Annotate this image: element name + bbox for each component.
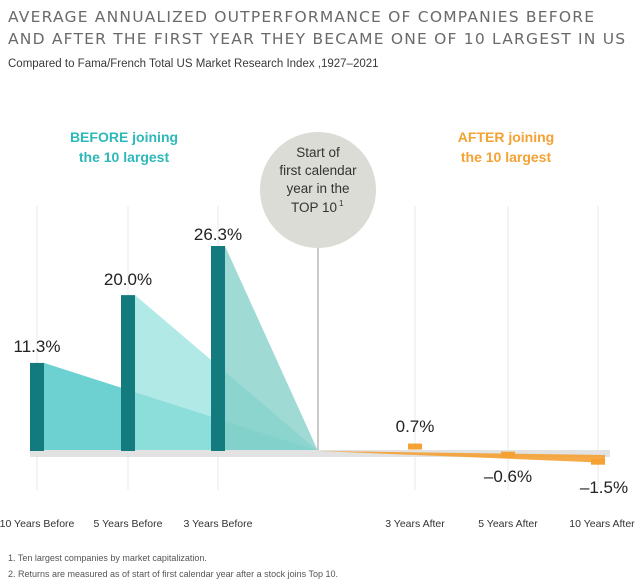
center-text-superscript: 1 xyxy=(339,199,344,208)
value-label-10-years-before: 11.3% xyxy=(14,337,61,356)
center-text-line-4: TOP 10 xyxy=(291,200,337,215)
footnote-1: 1. Ten largest companies by market capit… xyxy=(8,553,207,563)
value-labels: 11.3% 20.0% 26.3% 0.7% –0.6% –1.5% xyxy=(14,225,629,497)
category-label-10-years-after: 10 Years After xyxy=(569,518,635,530)
chart-title-line-2: AND AFTER THE FIRST YEAR THEY BECAME ONE… xyxy=(8,30,627,48)
chart-title-line-1: AVERAGE ANNUALIZED OUTPERFORMANCE OF COM… xyxy=(8,8,596,26)
category-label-3-years-after: 3 Years After xyxy=(385,518,445,530)
value-label-5-years-after: –0.6% xyxy=(484,467,532,486)
marker-5-years-after xyxy=(501,451,515,458)
zero-line xyxy=(30,450,610,457)
before-annotation-line-2: the 10 largest xyxy=(79,149,170,165)
bar-10-years-before xyxy=(30,362,44,451)
category-label-5-years-before: 5 Years Before xyxy=(94,518,163,530)
wedge-3-years-before xyxy=(225,246,318,451)
category-label-5-years-after: 5 Years After xyxy=(478,518,538,530)
center-text-line-1: Start of xyxy=(296,145,340,160)
bar-3-years-before xyxy=(211,246,225,451)
category-labels: 10 Years Before 5 Years Before 3 Years Bef… xyxy=(0,518,635,530)
zero-axis xyxy=(30,450,610,457)
wedge-5-years-before xyxy=(135,295,318,451)
bar-5-years-before xyxy=(121,295,135,451)
value-label-5-years-before: 20.0% xyxy=(104,270,152,289)
top10-start-circle xyxy=(260,132,376,248)
before-annotation-line-1: BEFORE joining xyxy=(70,129,178,145)
before-wedges xyxy=(44,246,318,451)
chart-title: AVERAGE ANNUALIZED OUTPERFORMANCE OF COM… xyxy=(8,6,628,50)
footnote-2: 2. Returns are measured as of start of f… xyxy=(8,569,338,579)
chart-subtitle: Compared to Fama/French Total US Market … xyxy=(8,58,379,70)
marker-10-years-after xyxy=(591,458,605,465)
gridlines xyxy=(36,206,599,490)
center-text-line-2: first calendar xyxy=(279,163,357,178)
bars xyxy=(30,246,605,465)
value-label-10-years-after: –1.5% xyxy=(580,478,628,497)
after-annotation-line-2: the 10 largest xyxy=(461,149,552,165)
value-label-3-years-before: 26.3% xyxy=(194,225,242,244)
marker-3-years-after xyxy=(408,443,422,450)
after-wedge-shape xyxy=(318,451,605,463)
after-wedge xyxy=(318,451,605,463)
category-label-10-years-before: 10 Years Before xyxy=(0,518,75,530)
center-text-line-3: year in the xyxy=(286,181,349,196)
after-annotation-line-1: AFTER joining xyxy=(458,129,554,145)
value-label-3-years-after: 0.7% xyxy=(396,417,435,436)
category-label-3-years-before: 3 Years Before xyxy=(184,518,253,530)
